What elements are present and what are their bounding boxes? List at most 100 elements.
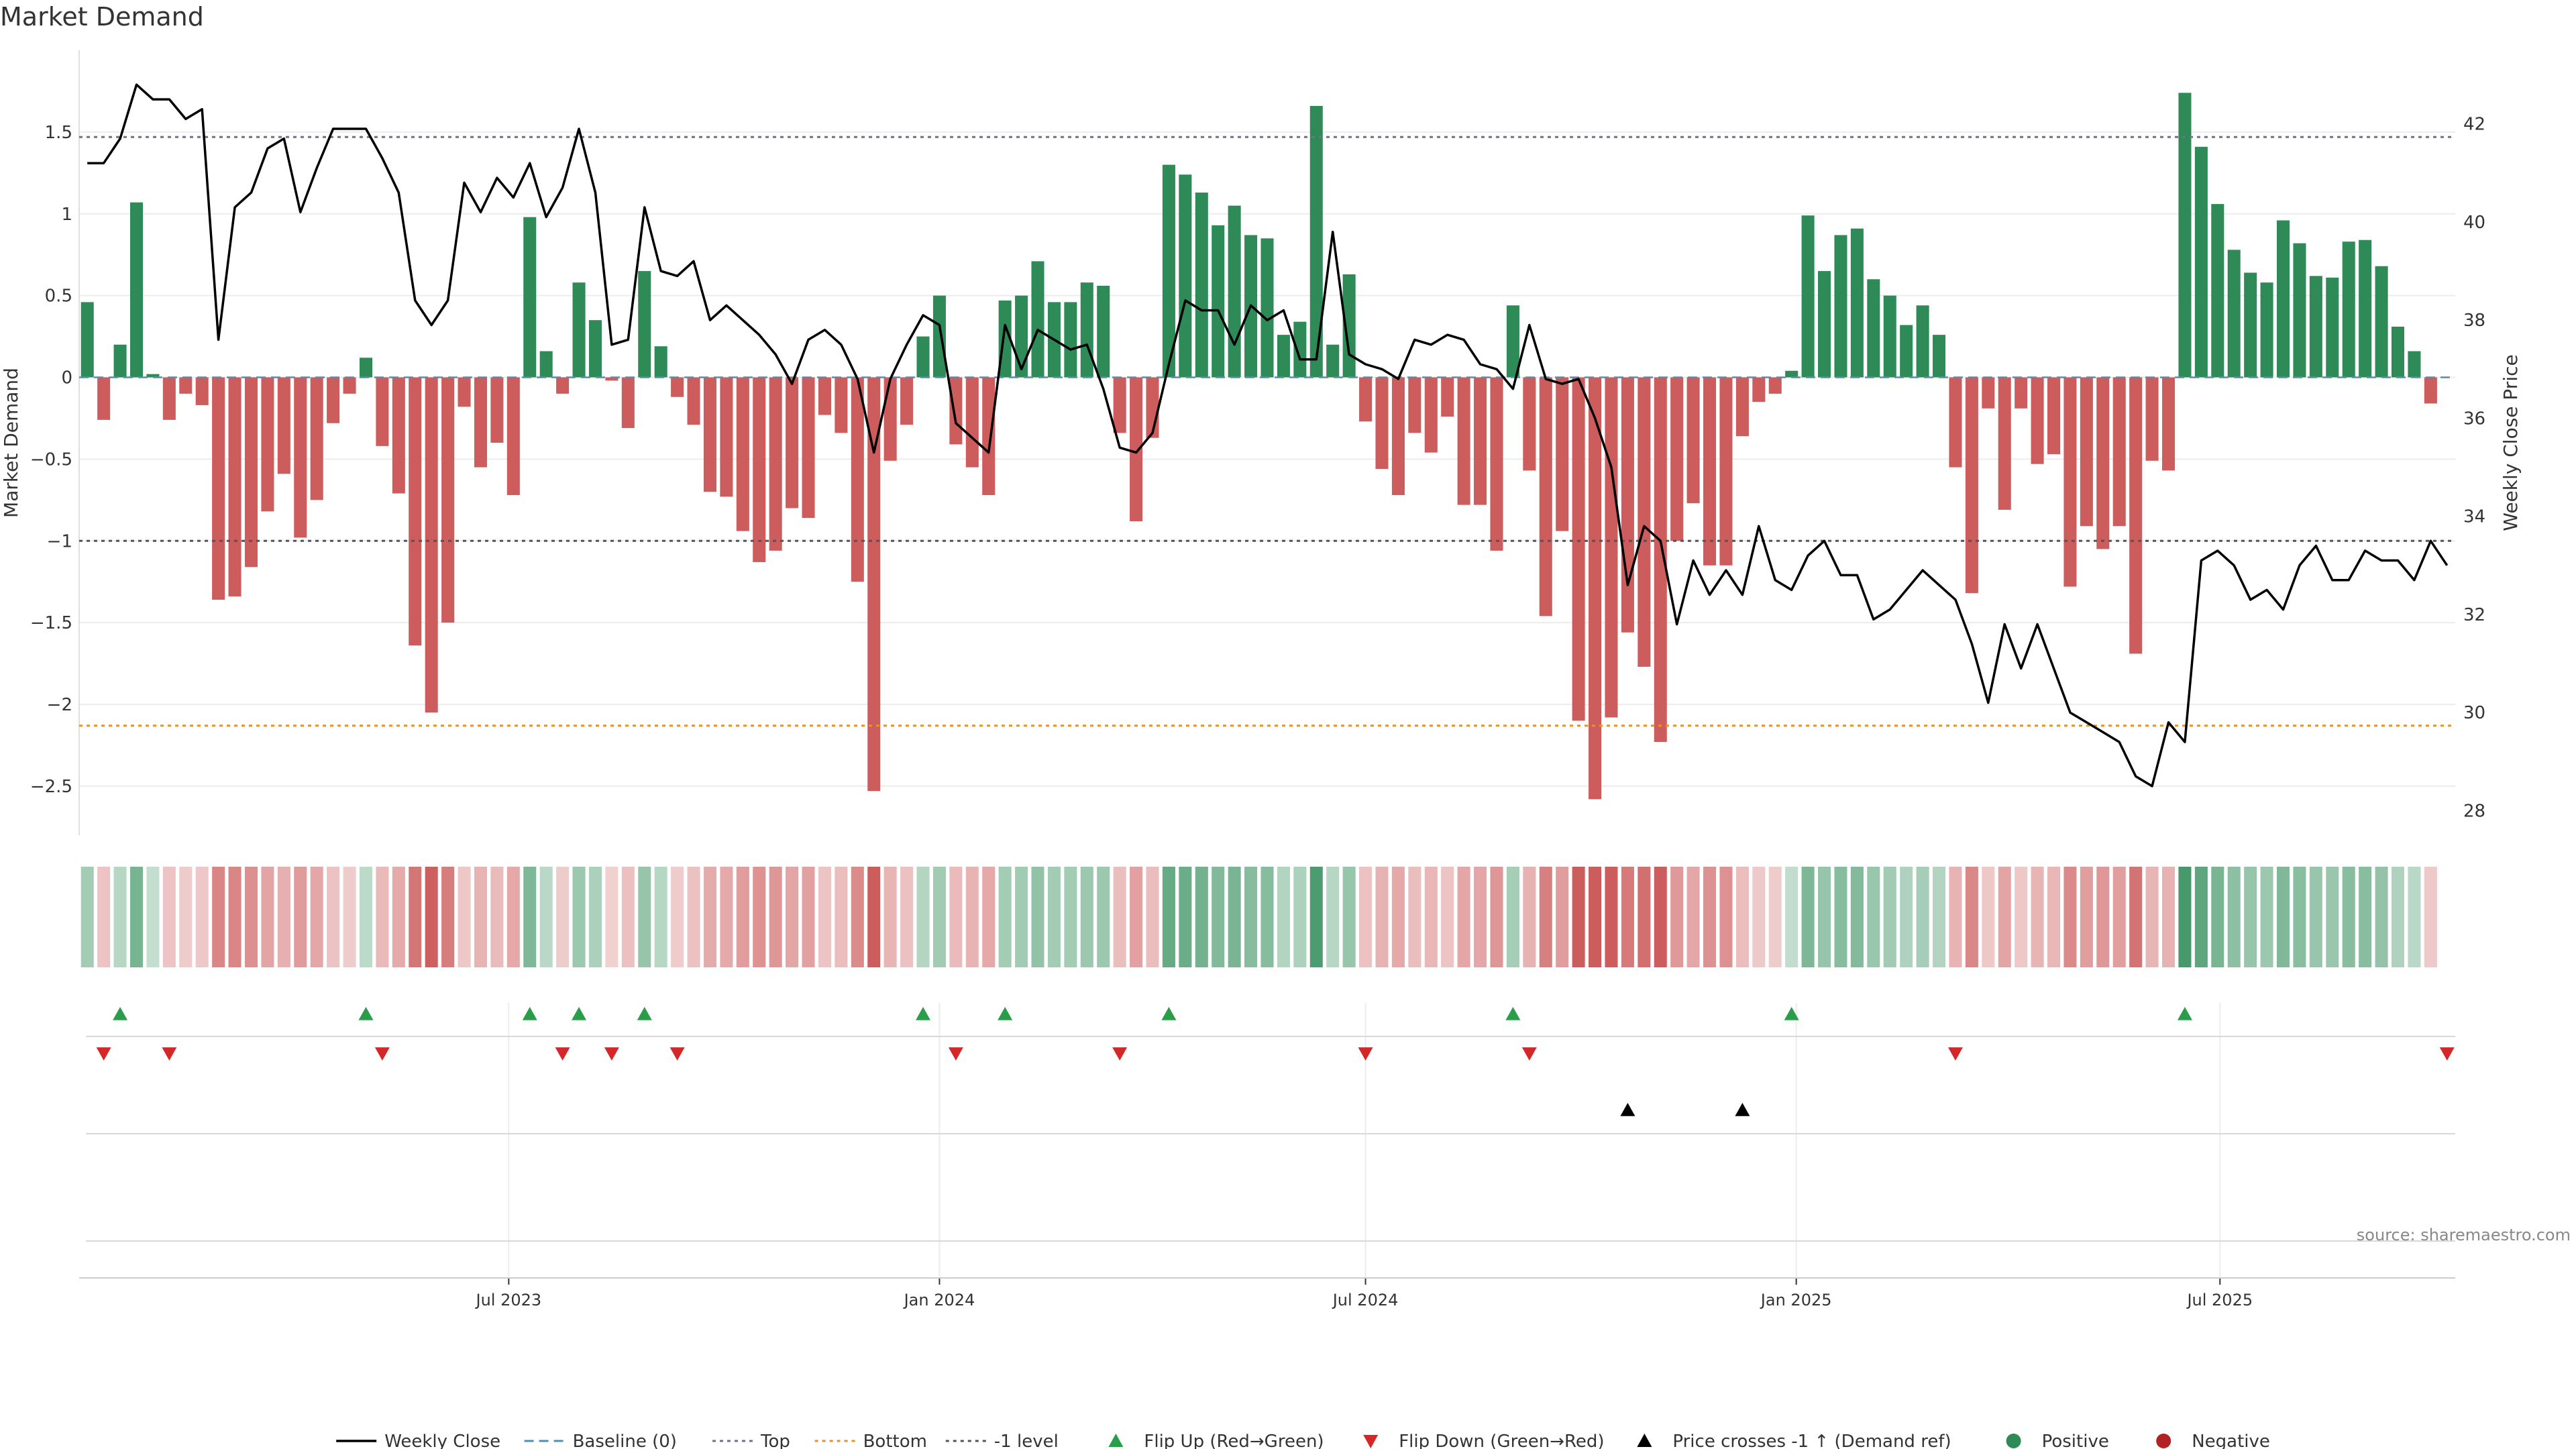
demand-bar [1277,335,1290,378]
heat-cell [2408,867,2421,967]
heat-cell [2015,867,2028,967]
demand-bar [376,377,389,446]
heat-cell [1244,867,1258,967]
y-axis-label: Market Demand [0,368,22,518]
heat-cell [1654,867,1667,967]
legend-item: Flip Up (Red→Green) [1108,1432,1324,1449]
heat-cell [1900,867,1913,967]
legend-item: Price crosses -1 ↑ (Demand ref) [1637,1432,1951,1449]
legend-item: Top [712,1432,790,1449]
flip-down-marker [1112,1047,1128,1061]
y-tick-label: 0.5 [45,286,72,307]
heat-cell [228,867,241,967]
heat-cell [2129,867,2143,967]
heat-cell [998,867,1012,967]
demand-bar [2244,272,2257,378]
demand-bar [1260,238,1274,378]
y-tick-label: 1.5 [45,123,72,143]
legend-label: Bottom [863,1432,927,1449]
flip-down-marker [948,1047,963,1061]
legend-item: Weekly Close [336,1432,500,1449]
y-tick-label: −0.5 [30,449,72,470]
heat-cell [949,867,963,967]
heat-cell [1309,867,1323,967]
flip-up-marker [572,1007,587,1020]
legend-swatch-circle [2006,1434,2021,1448]
demand-bar [261,377,274,512]
demand-bar [769,377,782,551]
demand-bar [2096,377,2110,549]
demand-bar [1719,377,1733,566]
flip-up-marker [113,1007,128,1020]
heat-cell [2080,867,2093,967]
heat-cell [1080,867,1093,967]
event-markers [96,1007,2455,1116]
heat-cell [1031,867,1044,967]
legend-label: Flip Down (Green→Red) [1399,1432,1604,1449]
heat-cell [1589,867,1602,967]
demand-bar [490,377,504,443]
heat-cell [588,867,602,967]
heat-cell [2309,867,2322,967]
demand-bar [556,377,570,394]
demand-bar [1097,286,1110,378]
heat-cell [638,867,651,967]
heat-cell [1605,867,1618,967]
heat-cell [867,867,881,967]
demand-bar [1342,274,1356,378]
demand-bar [2293,243,2306,378]
heat-cell [1047,867,1061,967]
demand-bar [2161,377,2176,471]
demand-bar [1638,377,1651,667]
y-tick-label: −1 [47,531,72,551]
heat-cell [2211,867,2224,967]
demand-bar [80,302,94,378]
heat-cell [277,867,290,967]
legend-swatch-triangle-up [1637,1434,1652,1447]
heat-cell [1735,867,1749,967]
heat-cell [2424,867,2437,967]
demand-bar [1572,377,1585,721]
demand-bar [506,377,520,495]
flip-down-marker [555,1047,570,1061]
heat-cell [1293,867,1307,967]
heat-cell [1834,867,1847,967]
heat-cell [2096,867,2110,967]
demand-bar [638,271,651,378]
demand-bar [2129,377,2143,654]
demand-bar [2342,241,2355,378]
demand-bar [1326,344,1340,378]
demand-bar [1605,377,1618,718]
heat-cell [1556,867,1569,967]
legend-swatch-triangle-down [1363,1435,1379,1448]
y2-tick-label: 30 [2463,703,2485,723]
heat-cell [2194,867,2208,967]
demand-bar [1801,215,1815,378]
demand-bar [835,377,848,433]
demand-bar [458,377,471,407]
legend-label: Weekly Close [384,1432,500,1449]
demand-bar [1474,377,1487,505]
legend-label: Positive [2042,1432,2109,1449]
demand-bar [2326,277,2339,378]
demand-bar [392,377,405,494]
demand-bar [932,295,946,378]
heat-cell [162,867,176,967]
legend-item: Bottom [814,1432,927,1449]
demand-bar [162,377,176,420]
legend-item: Positive [2006,1432,2109,1449]
demand-bar [1359,377,1373,422]
heat-cell [2063,867,2077,967]
flip-up-marker [1784,1007,1799,1020]
heat-cell [1638,867,1651,967]
demand-bar [900,377,914,425]
demand-bar [1752,377,1766,402]
demand-bar [1785,370,1799,378]
demand-bar [1375,377,1389,469]
heat-cell [802,867,815,967]
demand-bar [2424,377,2437,404]
demand-bar [1015,295,1028,378]
demand-bar [2031,377,2044,464]
price-line-layer [87,83,2449,788]
